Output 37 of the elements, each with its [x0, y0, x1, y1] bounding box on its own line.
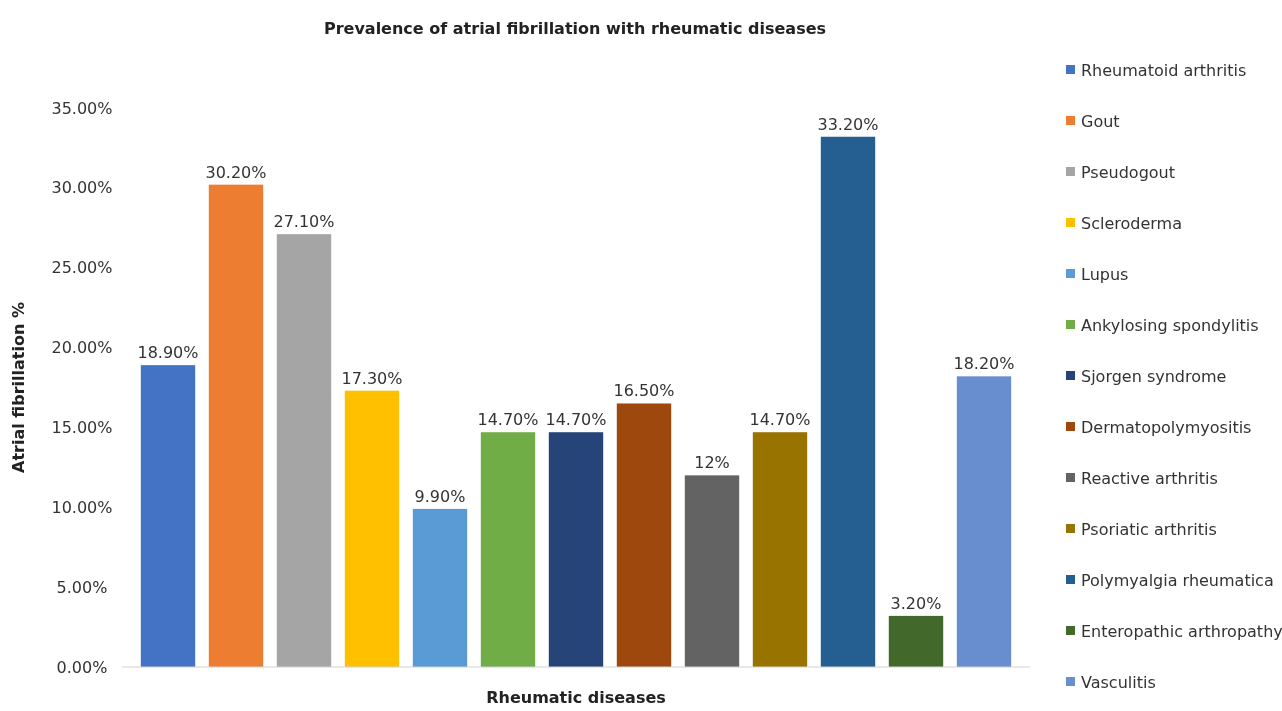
legend-label: Enteropathic arthropathy	[1081, 621, 1282, 641]
data-label: 27.10%	[273, 212, 335, 232]
data-label: 14.70%	[749, 410, 811, 430]
x-axis-title: Rheumatic diseases	[486, 688, 666, 707]
legend-label: Vasculitis	[1081, 672, 1156, 692]
y-axis-title: Atrial fibrillation %	[9, 302, 28, 473]
legend-label: Psoriatic arthritis	[1081, 519, 1217, 539]
legend-label: Gout	[1081, 111, 1120, 131]
data-label: 14.70%	[477, 410, 539, 430]
legend-label: Lupus	[1081, 264, 1129, 284]
legend-label: Reactive arthritis	[1081, 468, 1218, 488]
legend-label: Polymyalgia rheumatica	[1081, 570, 1274, 590]
legend-label: Scleroderma	[1081, 213, 1182, 233]
y-tick-label: 15.00%	[51, 418, 113, 438]
legend-label: Rheumatoid arthritis	[1081, 60, 1247, 80]
legend-label: Ankylosing spondylitis	[1081, 315, 1259, 335]
chart-title: Prevalence of atrial fibrillation with rheumatic diseases	[323, 19, 827, 38]
y-tick-label: 0.00%	[56, 657, 108, 677]
y-tick-label: 5.00%	[56, 577, 108, 597]
data-label: 30.20%	[205, 162, 267, 182]
legend-label: Pseudogout	[1081, 162, 1175, 182]
y-tick-label: 35.00%	[51, 98, 113, 118]
data-label: 12%	[694, 453, 730, 473]
data-label: 9.90%	[414, 486, 466, 506]
legend-label: Dermatopolymyositis	[1081, 417, 1252, 437]
data-label: 3.20%	[890, 593, 942, 613]
data-label: 16.50%	[613, 381, 675, 401]
data-label: 33.20%	[817, 114, 879, 134]
data-label: 17.30%	[341, 368, 403, 388]
legend-label: Sjorgen syndrome	[1081, 366, 1227, 386]
data-label: 14.70%	[545, 410, 607, 430]
y-tick-label: 20.00%	[51, 338, 113, 358]
data-label: 18.90%	[137, 343, 199, 363]
y-tick-label: 10.00%	[51, 497, 113, 517]
y-tick-label: 30.00%	[51, 178, 113, 198]
data-label: 18.20%	[953, 354, 1015, 374]
y-tick-label: 25.00%	[51, 258, 113, 278]
